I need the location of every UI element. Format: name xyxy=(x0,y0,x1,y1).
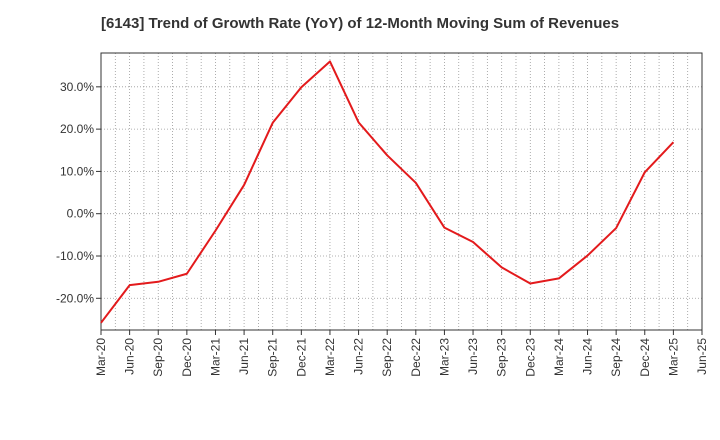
x-tick-labels: Mar-20 Jun-20 Sep-20 Dec-20 Mar-21 Jun-21 Sep-… xyxy=(94,338,709,377)
x-tick-label: Jun-23 xyxy=(466,338,480,375)
x-tick-label: Jun-20 xyxy=(123,338,137,375)
y-tick-labels: 30.0% 20.0% 10.0% 0.0% -10.0% -20.0% xyxy=(56,80,94,305)
x-tick-label: Sep-22 xyxy=(380,338,394,377)
series-line xyxy=(100,60,675,324)
chart-title: [6143] Trend of Growth Rate (YoY) of 12-… xyxy=(100,15,620,32)
x-tick-label: Mar-22 xyxy=(323,338,337,376)
x-tick-label: Jun-21 xyxy=(237,338,251,375)
grid-lines xyxy=(100,53,703,330)
y-tick-label: 0.0% xyxy=(67,207,95,221)
x-tick-label: Mar-21 xyxy=(208,338,222,376)
x-tick-label: Dec-24 xyxy=(638,338,652,377)
x-tick-label: Sep-21 xyxy=(266,338,280,377)
y-tick-label: 30.0% xyxy=(60,80,94,94)
y-tick-label: 20.0% xyxy=(60,122,94,136)
x-tick-label: Sep-24 xyxy=(609,338,623,377)
y-tick-label: 10.0% xyxy=(60,164,94,178)
plot-frame xyxy=(100,52,703,331)
x-tick-label: Sep-20 xyxy=(151,338,165,377)
axes xyxy=(96,52,703,335)
x-tick-label: Dec-22 xyxy=(409,338,423,377)
x-tick-label: Mar-23 xyxy=(437,338,451,376)
x-tick-label: Jun-25 xyxy=(695,338,709,375)
y-tick-label: -10.0% xyxy=(56,249,94,263)
x-tick-label: Sep-23 xyxy=(495,338,509,377)
x-tick-label: Dec-21 xyxy=(294,338,308,377)
x-tick-label: Jun-24 xyxy=(581,338,595,375)
x-tick-label: Dec-23 xyxy=(523,338,537,377)
x-tick-label: Mar-20 xyxy=(94,338,108,376)
series-layer xyxy=(100,60,675,324)
y-tick-label: -20.0% xyxy=(56,291,94,305)
x-tick-label: Mar-24 xyxy=(552,338,566,376)
x-tick-label: Mar-25 xyxy=(666,338,680,376)
x-tick-label: Jun-22 xyxy=(352,338,366,375)
x-tick-label: Dec-20 xyxy=(180,338,194,377)
